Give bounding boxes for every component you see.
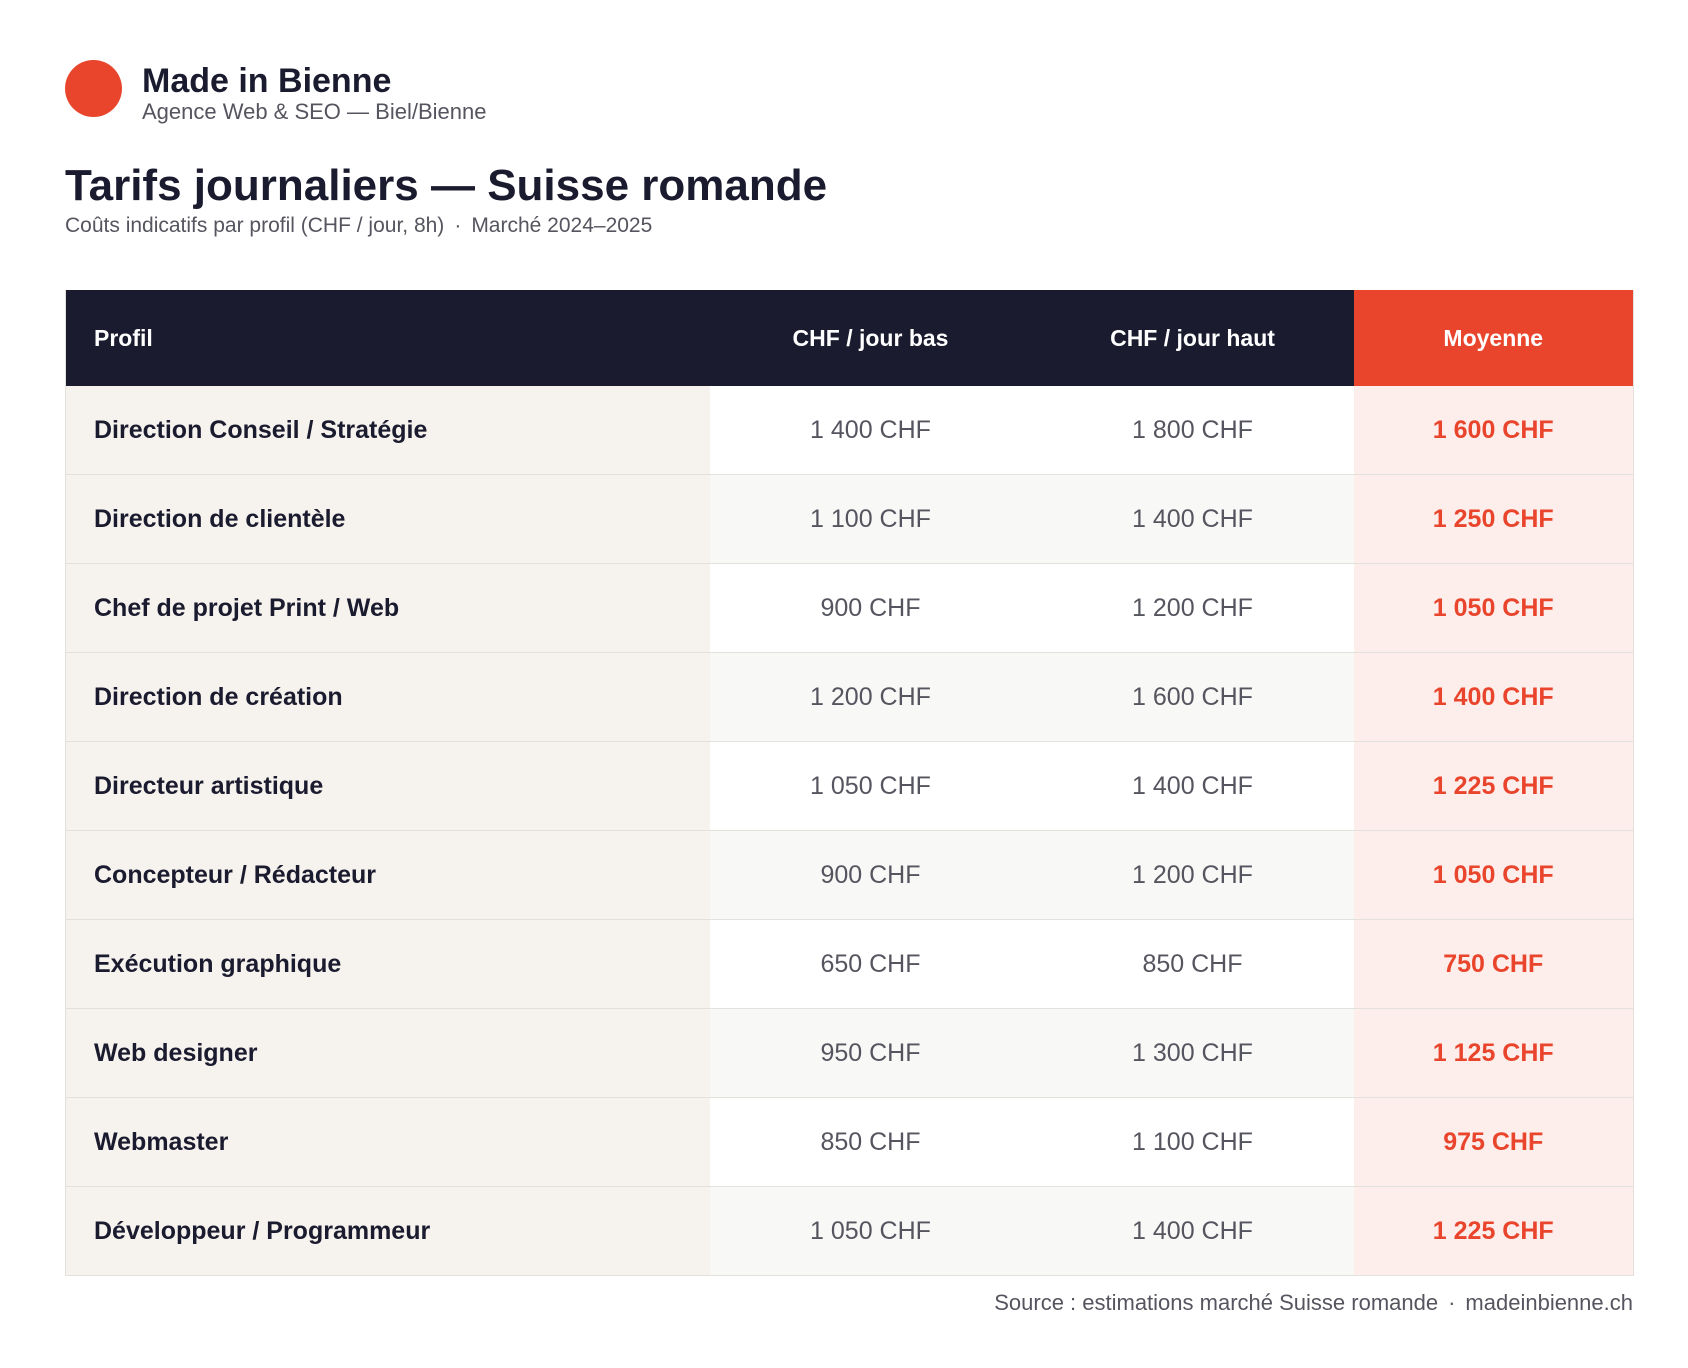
profile-cell: Direction de clientèle <box>65 474 710 564</box>
high-rate-cell: 1 200 CHF <box>1031 830 1354 920</box>
rates-table: Profil CHF / jour bas CHF / jour haut Mo… <box>65 290 1634 1276</box>
profile-cell: Chef de projet Print / Web <box>65 563 710 653</box>
average-rate-cell: 1 225 CHF <box>1353 741 1634 831</box>
low-rate-cell: 850 CHF <box>709 1097 1032 1187</box>
subtitle-separator: · <box>454 214 462 237</box>
table-row: Direction de création 1 200 CHF 1 600 CHF 1… <box>65 652 1634 742</box>
table-row: Chef de projet Print / Web 900 CHF 1 200 C… <box>65 563 1634 653</box>
profile-cell: Développeur / Programmeur <box>65 1186 710 1276</box>
average-rate-cell: 1 125 CHF <box>1353 1008 1634 1098</box>
table-row: Développeur / Programmeur 1 050 CHF 1 400 … <box>65 1186 1634 1276</box>
high-rate-cell: 1 600 CHF <box>1031 652 1354 742</box>
average-rate-cell: 1 050 CHF <box>1353 830 1634 920</box>
table-row: Webmaster 850 CHF 1 100 CHF 975 CHF <box>65 1097 1634 1187</box>
low-rate-cell: 1 050 CHF <box>709 741 1032 831</box>
page-title: Tarifs journaliers — Suisse romande <box>65 161 828 210</box>
profile-cell: Direction de création <box>65 652 710 742</box>
table-row: Concepteur / Rédacteur 900 CHF 1 200 CHF 1 … <box>65 830 1634 920</box>
brand-header: Made in Bienne Agence Web & SEO — Biel/B… <box>65 60 486 125</box>
column-header-low: CHF / jour bas <box>709 290 1032 386</box>
profile-cell: Webmaster <box>65 1097 710 1187</box>
average-rate-cell: 750 CHF <box>1353 919 1634 1009</box>
low-rate-cell: 900 CHF <box>709 830 1032 920</box>
average-rate-cell: 1 250 CHF <box>1353 474 1634 564</box>
high-rate-cell: 1 400 CHF <box>1031 741 1354 831</box>
low-rate-cell: 1 050 CHF <box>709 1186 1032 1276</box>
column-header-average: Moyenne <box>1353 290 1634 386</box>
low-rate-cell: 1 200 CHF <box>709 652 1032 742</box>
footer-source: Source : estimations marché Suisse roman… <box>994 1290 1633 1316</box>
table-row: Web designer 950 CHF 1 300 CHF 1 125 CHF <box>65 1008 1634 1098</box>
average-rate-cell: 1 600 CHF <box>1353 386 1634 475</box>
low-rate-cell: 950 CHF <box>709 1008 1032 1098</box>
table-header: Profil CHF / jour bas CHF / jour haut Mo… <box>65 290 1634 386</box>
high-rate-cell: 850 CHF <box>1031 919 1354 1009</box>
brand-text: Made in Bienne Agence Web & SEO — Biel/B… <box>142 60 486 125</box>
column-header-high: CHF / jour haut <box>1031 290 1354 386</box>
low-rate-cell: 650 CHF <box>709 919 1032 1009</box>
low-rate-cell: 1 100 CHF <box>709 474 1032 564</box>
profile-cell: Concepteur / Rédacteur <box>65 830 710 920</box>
average-rate-cell: 975 CHF <box>1353 1097 1634 1187</box>
table-row: Direction de clientèle 1 100 CHF 1 400 CHF… <box>65 474 1634 564</box>
high-rate-cell: 1 300 CHF <box>1031 1008 1354 1098</box>
footer-source-text: Source : estimations marché Suisse roman… <box>994 1290 1439 1315</box>
table-header-row: Profil CHF / jour bas CHF / jour haut Mo… <box>65 290 1634 386</box>
profile-cell: Directeur artistique <box>65 741 710 831</box>
average-rate-cell: 1 400 CHF <box>1353 652 1634 742</box>
high-rate-cell: 1 100 CHF <box>1031 1097 1354 1187</box>
table-row: Exécution graphique 650 CHF 850 CHF 750 CHF <box>65 919 1634 1009</box>
table-row: Direction Conseil / Stratégie 1 400 CHF 1 … <box>65 386 1634 475</box>
profile-cell: Exécution graphique <box>65 919 710 1009</box>
brand-tagline: Agence Web & SEO — Biel/Bienne <box>142 99 487 124</box>
profile-cell: Direction Conseil / Stratégie <box>65 386 710 475</box>
subtitle-market: Marché 2024–2025 <box>471 214 653 237</box>
column-header-profile: Profil <box>65 290 710 386</box>
table-body: Direction Conseil / Stratégie 1 400 CHF 1 … <box>65 386 1634 1276</box>
average-rate-cell: 1 050 CHF <box>1353 563 1634 653</box>
brand-name: Made in Bienne <box>142 62 392 100</box>
brand-logo-dot <box>65 60 122 117</box>
footer-separator: · <box>1448 1290 1456 1315</box>
footer-site: madeinbienne.ch <box>1465 1290 1633 1315</box>
subtitle-description: Coûts indicatifs par profil (CHF / jour,… <box>65 214 445 237</box>
profile-cell: Web designer <box>65 1008 710 1098</box>
high-rate-cell: 1 400 CHF <box>1031 1186 1354 1276</box>
average-rate-cell: 1 225 CHF <box>1353 1186 1634 1276</box>
low-rate-cell: 900 CHF <box>709 563 1032 653</box>
table-row: Directeur artistique 1 050 CHF 1 400 CHF 1 … <box>65 741 1634 831</box>
low-rate-cell: 1 400 CHF <box>709 386 1032 475</box>
high-rate-cell: 1 200 CHF <box>1031 563 1354 653</box>
high-rate-cell: 1 400 CHF <box>1031 474 1354 564</box>
high-rate-cell: 1 800 CHF <box>1031 386 1354 475</box>
page-subtitle: Coûts indicatifs par profil (CHF / jour,… <box>65 213 652 239</box>
